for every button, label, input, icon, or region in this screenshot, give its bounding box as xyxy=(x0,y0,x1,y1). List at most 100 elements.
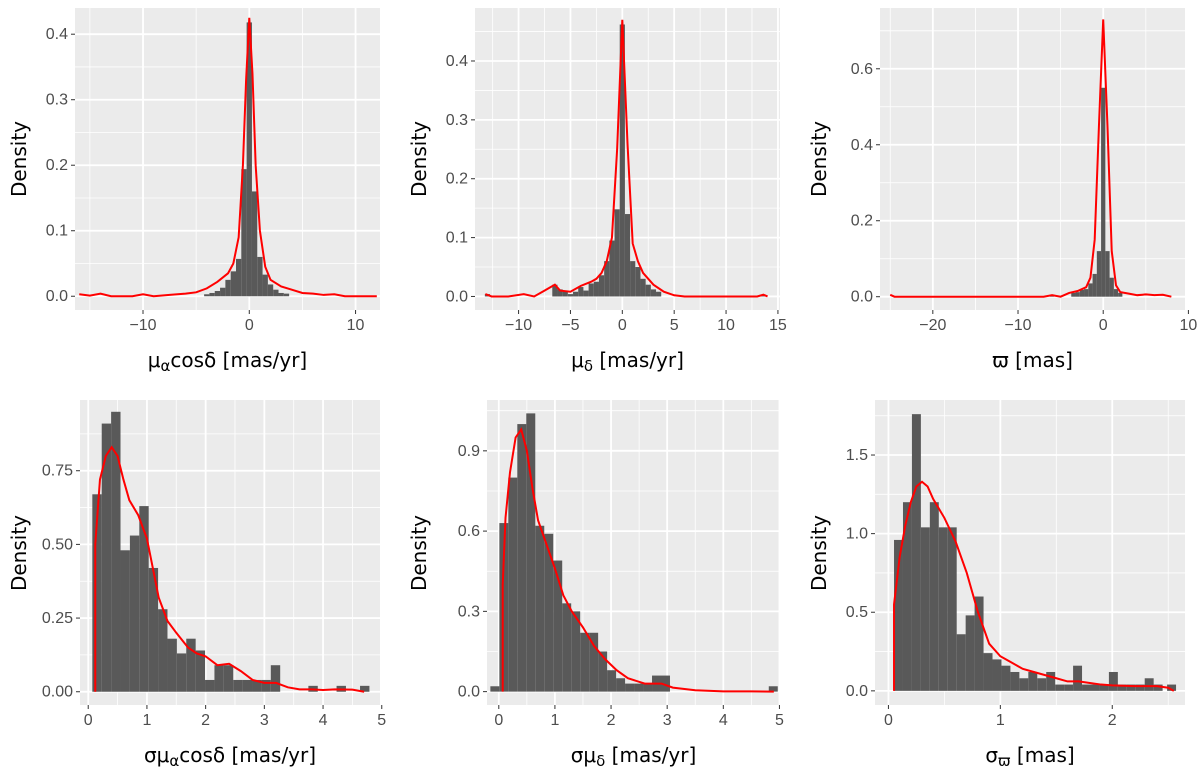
parallax-hist-ylabel: Density xyxy=(807,120,831,198)
pmdec-hist-bar xyxy=(624,214,631,297)
parallax-hist-x-tick-label: −10 xyxy=(1004,317,1031,334)
panel-pmdec-error-hist: 0 1 2 3 4 5 0.0 0.3 0.6 0.9 σμδ [mas/yr] Density xyxy=(400,385,800,770)
pmra-hist-bar xyxy=(236,258,242,297)
parallax-error-hist-bar xyxy=(1167,684,1177,691)
parallax-error-hist-plot-area xyxy=(893,414,1177,692)
pmdec-hist-x-tick-label: −5 xyxy=(561,317,579,334)
pmdec-error-hist-bar xyxy=(562,603,572,692)
pmra-error-hist-bar xyxy=(186,638,196,692)
pmra-error-hist-bar xyxy=(167,638,177,692)
pmdec-hist-bar xyxy=(609,240,615,297)
pmra-hist-plot: −10 0 10 0.0 0.1 0.2 0.3 0.4 xyxy=(46,8,380,334)
pmdec-error-hist-y-tick-label: 0.9 xyxy=(458,443,480,460)
parallax-error-hist-bar xyxy=(1019,678,1029,691)
pmdec-error-hist-plot: 0 1 2 3 4 5 0.0 0.3 0.6 0.9 xyxy=(458,400,784,729)
pmdec-hist-bar xyxy=(656,291,662,297)
pmra-error-hist-bar xyxy=(176,653,187,692)
pmdec-hist-bar xyxy=(552,284,558,297)
parallax-error-hist-bar xyxy=(929,502,939,691)
pmra-hist-bar xyxy=(209,292,215,297)
pmdec-hist-plot: −10 −5 0 5 10 15 0.0 0.1 0.2 0.3 0.4 xyxy=(446,8,787,334)
pmdec-error-hist-bar xyxy=(607,670,617,692)
pmdec-hist-bar xyxy=(583,290,589,297)
pmdec-error-hist-bar xyxy=(571,611,581,692)
parallax-error-hist-bar xyxy=(1135,684,1145,691)
pmdec-error-hist-bar xyxy=(634,683,644,692)
pmdec-hist-bar xyxy=(588,283,594,297)
pmra-hist-x-tick-label: 0 xyxy=(245,317,254,334)
pmra-hist-bar xyxy=(225,279,231,297)
pmra-hist-bar xyxy=(273,289,279,297)
pmra-error-hist-ylabel: Density xyxy=(7,514,31,591)
parallax-hist-bar xyxy=(1105,251,1110,297)
parallax-error-hist-y-tick-label: 1.5 xyxy=(846,447,868,464)
pmdec-error-hist-x-tick-label: 1 xyxy=(550,712,559,729)
parallax-error-hist-ylabel: Density xyxy=(807,514,831,591)
pmdec-error-hist-x-tick-label: 2 xyxy=(607,712,616,729)
pmdec-hist-bar xyxy=(619,24,625,297)
parallax-error-hist-bar xyxy=(947,527,957,691)
parallax-error-hist-bar xyxy=(902,502,912,691)
pmdec-hist-bar xyxy=(593,281,599,297)
pmdec-hist-bar xyxy=(614,209,620,297)
pmdec-error-hist-y-tick-label: 0.0 xyxy=(458,684,480,701)
parallax-hist-bar xyxy=(1079,289,1085,297)
pmdec-error-hist-bar xyxy=(553,560,563,692)
pmra-error-hist-bar xyxy=(158,609,168,692)
pmdec-error-hist-bar xyxy=(544,533,554,692)
pmra-hist-bar xyxy=(220,287,226,297)
pmdec-error-hist-bar xyxy=(598,651,608,692)
pmdec-hist-x-tick-label: 15 xyxy=(769,317,787,334)
pmra-error-hist-plot: 0 1 2 3 4 5 0.00 0.25 0.50 0.75 xyxy=(42,400,386,729)
parallax-hist-plot: −20 −10 0 10 0.0 0.2 0.4 0.6 xyxy=(851,8,1197,334)
pmdec-hist-bar xyxy=(567,294,574,297)
parallax-error-hist-plot: 0 1 2 0.0 0.5 1.0 1.5 xyxy=(846,400,1185,729)
parallax-error-hist-bar xyxy=(1001,665,1011,691)
parallax-error-hist-y-tick-label: 0.5 xyxy=(846,604,868,621)
pmra-error-hist-xlabel: σμαcosδ [mas/yr] xyxy=(80,743,380,769)
pmra-error-hist-y-tick-label: 0.75 xyxy=(42,463,73,480)
parallax-error-hist-xlabel: σϖ [mas] xyxy=(875,743,1185,770)
pmdec-hist-xlabel: μδ [mas/yr] xyxy=(475,348,780,374)
pmdec-error-hist-xlabel-part: [mas/yr] xyxy=(605,743,697,767)
pmdec-hist-bar xyxy=(640,278,646,297)
parallax-error-hist-bar xyxy=(920,527,930,691)
parallax-error-hist-bar xyxy=(1055,684,1065,691)
pmdec-hist-plot-area xyxy=(484,19,768,298)
pmra-hist-xlabel: μαcosδ [mas/yr] xyxy=(75,348,380,374)
pmdec-error-hist-bar xyxy=(526,413,536,692)
parallax-error-hist-bar xyxy=(1144,678,1154,691)
pmra-hist-bar xyxy=(283,293,290,297)
pmra-hist-density-curve xyxy=(79,17,377,298)
pmdec-error-hist-bar xyxy=(580,632,590,692)
pmra-hist-y-tick-label: 0.2 xyxy=(46,157,68,174)
pmdec-hist-bar xyxy=(645,284,651,297)
pmdec-hist-bar xyxy=(598,275,605,297)
pmdec-error-hist-x-tick-label: 4 xyxy=(719,712,728,729)
parallax-error-hist-density-curve xyxy=(893,480,1175,692)
pmra-hist-bar xyxy=(214,291,221,297)
parallax-error-hist-bar xyxy=(1046,671,1056,691)
pmra-hist-bar xyxy=(262,274,268,297)
pmra-hist-bar xyxy=(251,191,258,297)
parallax-hist-bar xyxy=(1096,251,1102,297)
pmdec-hist-x-tick-label: 10 xyxy=(717,317,735,334)
parallax-hist-y-tick-label: 0.4 xyxy=(851,137,873,154)
parallax-hist-bar xyxy=(1071,292,1076,297)
pmra-hist-bar xyxy=(267,284,274,297)
parallax-error-hist-x-tick-label: 2 xyxy=(1108,712,1117,729)
parallax-error-hist-bar xyxy=(1010,671,1020,691)
pmra-hist-background xyxy=(75,8,380,310)
pmdec-hist-bar xyxy=(635,267,641,297)
parallax-error-hist-y-tick-label: 1.0 xyxy=(846,526,868,543)
pmra-hist-x-tick-label: −10 xyxy=(129,317,156,334)
pmra-error-hist-bar xyxy=(129,535,140,692)
panel-parallax-hist: −20 −10 0 10 0.0 0.2 0.4 0.6 ϖ [mas] Density xyxy=(800,0,1200,385)
parallax-error-hist-xlabel-part: ϖ xyxy=(998,752,1011,770)
parallax-hist-bar xyxy=(1075,292,1080,297)
pmdec-hist-bar xyxy=(650,289,657,297)
pmra-hist-bar xyxy=(257,256,263,297)
parallax-hist-bar xyxy=(1092,273,1097,297)
pmdec-hist-xlabel-part: μ xyxy=(571,348,584,372)
pmdec-hist-x-tick-label: 0 xyxy=(618,317,627,334)
